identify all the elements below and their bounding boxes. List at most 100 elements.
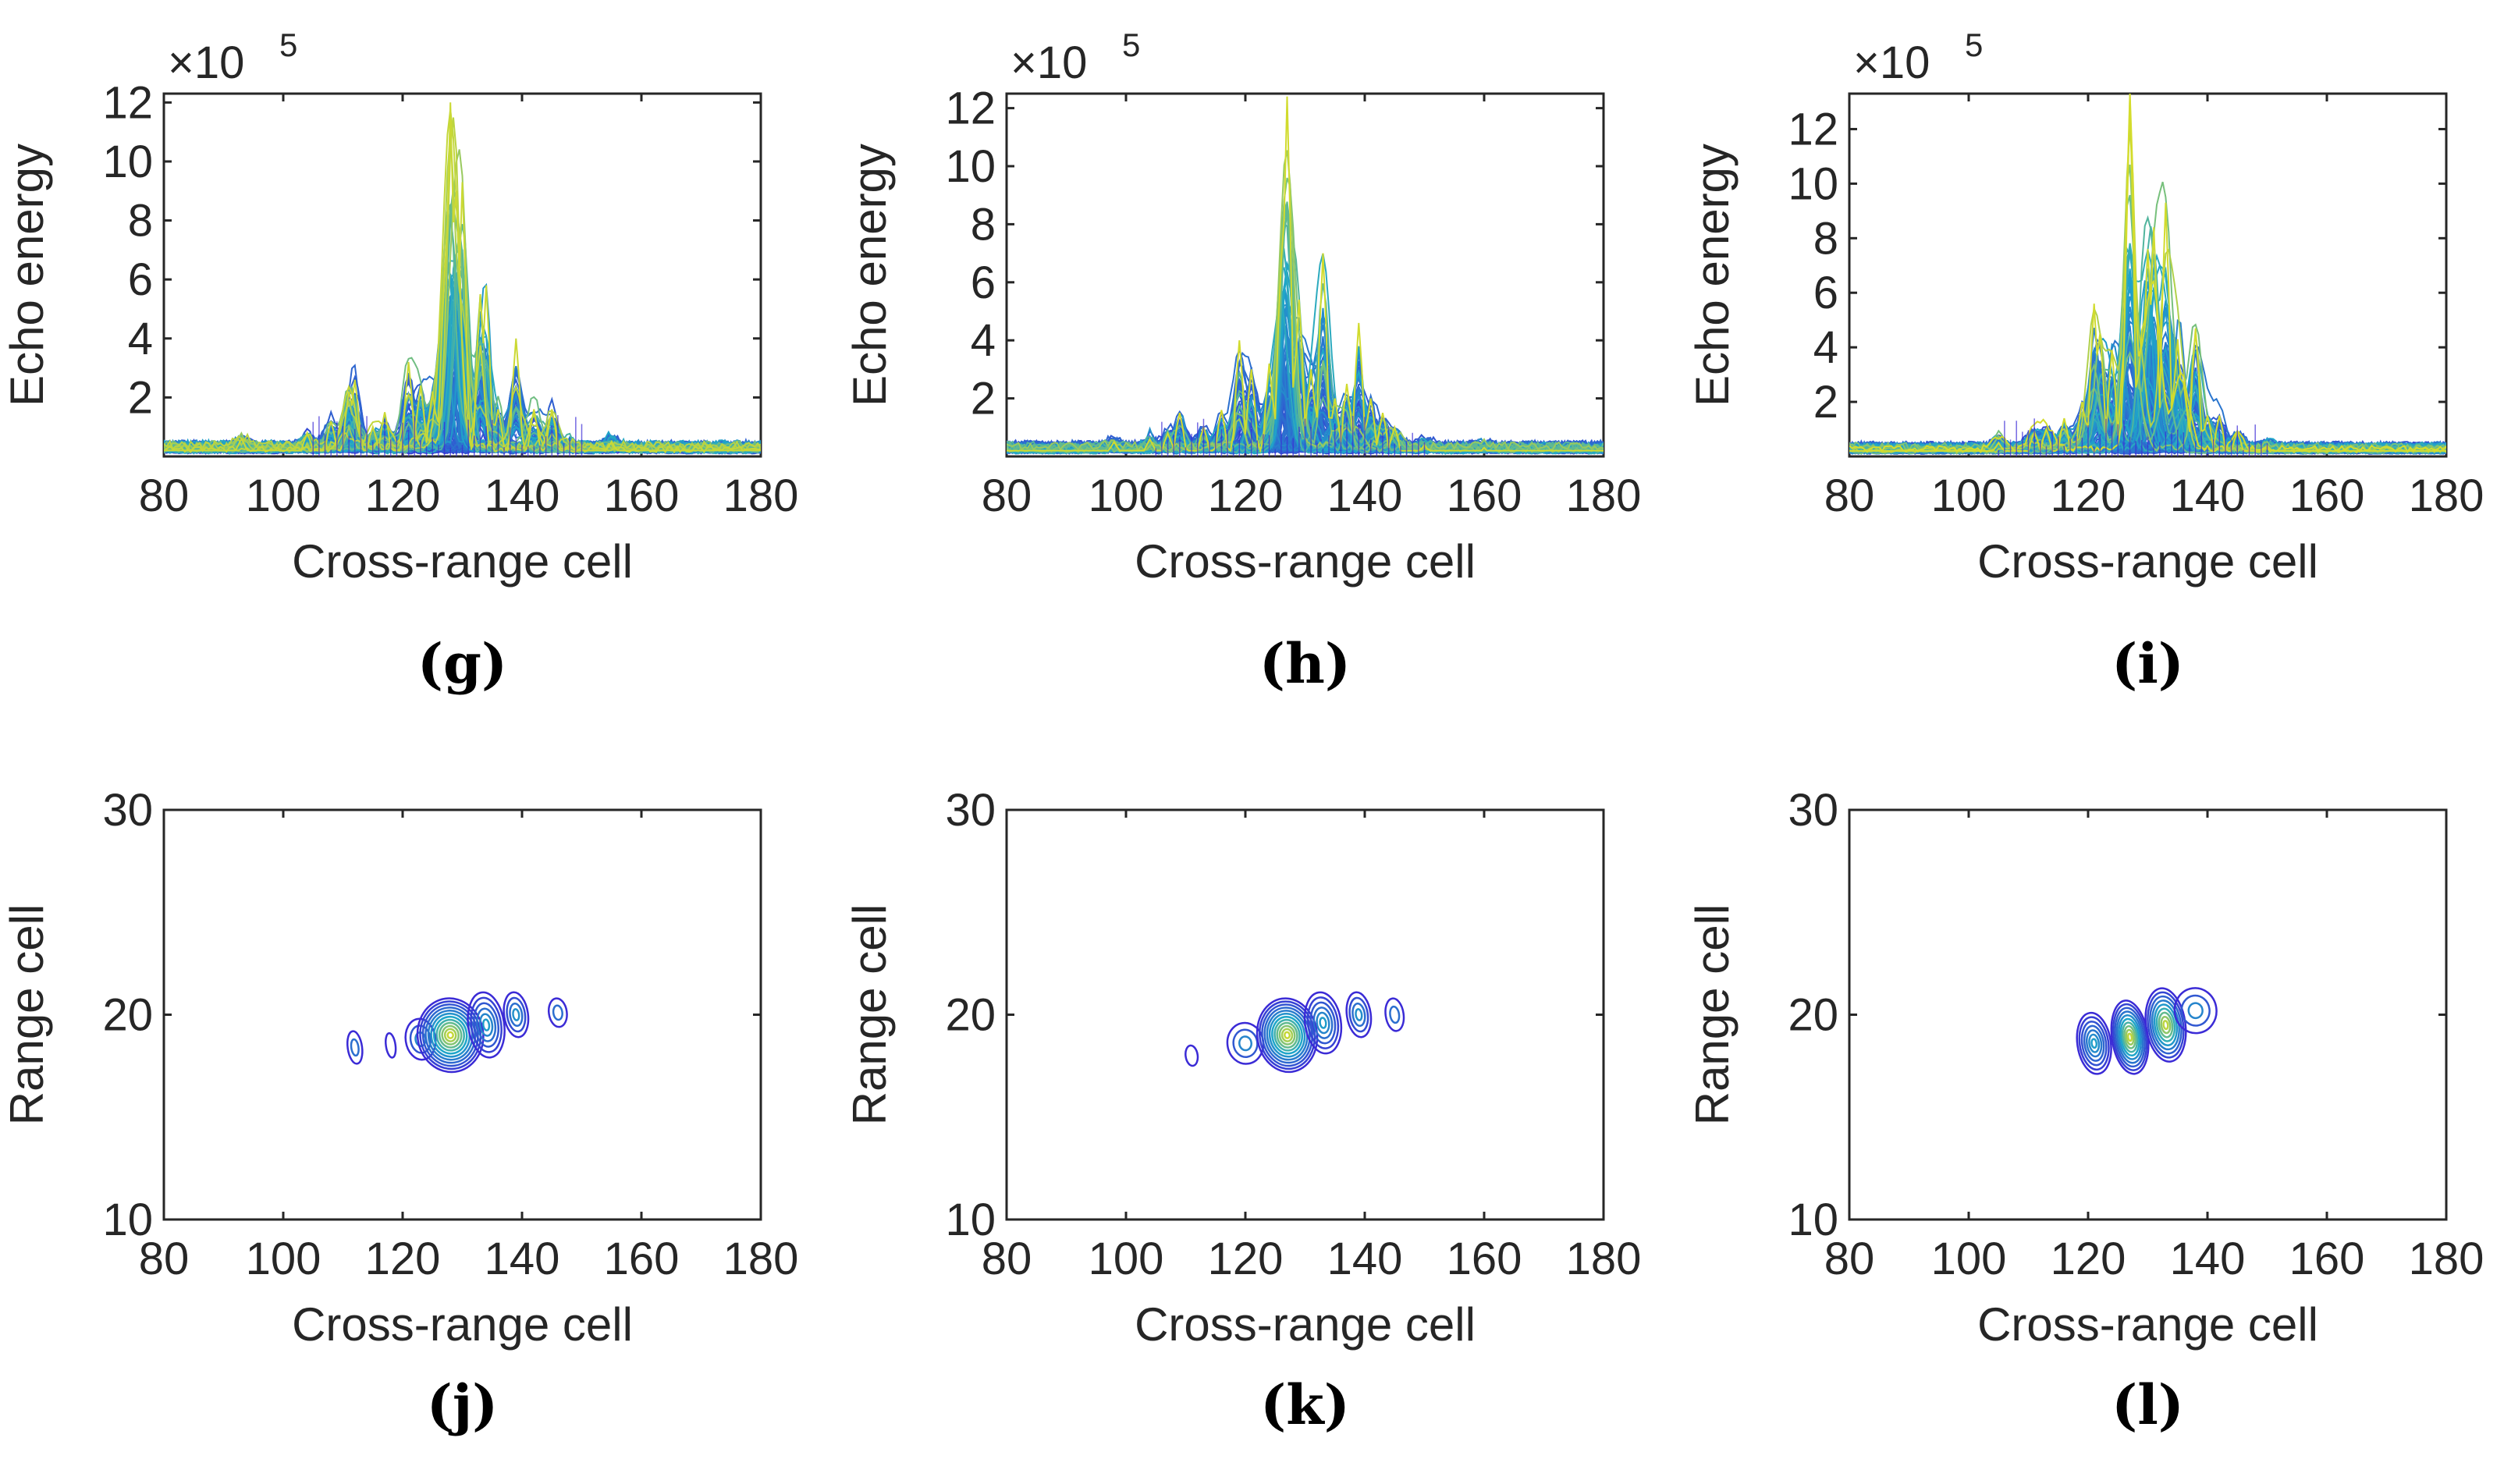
contour-line (1261, 1003, 1313, 1067)
contour-line (1238, 1035, 1252, 1052)
y-tick-label: 12 (945, 83, 996, 134)
contour-group (2076, 987, 2218, 1075)
energy-profile-line (1849, 94, 2446, 453)
panel-label: (j) (427, 1372, 499, 1437)
x-tick-label: 80 (982, 1234, 1032, 1284)
contour-line (1259, 1000, 1316, 1070)
y-tick-label: 10 (102, 137, 153, 187)
contour-line (1278, 1024, 1296, 1046)
exponent-label: ×10 (1010, 37, 1087, 88)
contour-line (552, 1004, 563, 1021)
y-tick-label: 10 (1788, 158, 1838, 209)
y-tick-label: 2 (971, 374, 996, 424)
contour-line (2162, 1020, 2169, 1031)
contour-line (1309, 1001, 1337, 1045)
contour-line (441, 1024, 460, 1046)
contour-line (1345, 991, 1373, 1038)
exponent-power: 5 (1122, 27, 1140, 63)
contour-line (2118, 1014, 2143, 1060)
contour-line (470, 996, 503, 1053)
contour-line (478, 1013, 494, 1037)
contour-line (1389, 1005, 1401, 1024)
y-tick-label: 8 (971, 199, 996, 250)
contour-line (2112, 1003, 2148, 1071)
contour-line (1284, 1031, 1291, 1039)
contour-line (2160, 1015, 2172, 1035)
contour-line (1384, 997, 1405, 1032)
x-tick-label: 120 (2051, 470, 2126, 521)
contour-line (2158, 1011, 2174, 1038)
x-axis-label: Cross-range cell (1135, 1298, 1476, 1351)
contour-line (2123, 1025, 2136, 1049)
energy-series-group (1007, 96, 1604, 456)
x-tick-label: 100 (1089, 470, 1164, 521)
x-tick-label: 100 (1089, 1234, 1164, 1284)
energy-profile-line (164, 253, 761, 455)
y-tick-label: 10 (945, 141, 996, 192)
x-tick-label: 120 (365, 470, 441, 521)
x-tick-label: 180 (723, 1234, 799, 1284)
contour-line (506, 996, 527, 1033)
x-axis-label: Cross-range cell (1977, 535, 2318, 588)
x-axis-label: Cross-range cell (1977, 1298, 2318, 1351)
contour-line (512, 1008, 520, 1021)
panel-label: (l) (2112, 1372, 2184, 1437)
contour-line (1312, 1006, 1334, 1039)
y-axis-label: Range cell (844, 904, 896, 1126)
x-tick-label: 180 (1566, 1234, 1642, 1284)
contour-line (1348, 996, 1369, 1033)
contour-line (2126, 1032, 2133, 1042)
x-tick-label: 140 (485, 470, 560, 521)
contour-line (2076, 1011, 2112, 1075)
y-tick-label: 20 (945, 990, 996, 1041)
contour-group (346, 991, 568, 1074)
panel-l: 80 100 120 140 160 180 10 20 30 Cross-range cell R… (1686, 785, 2484, 1437)
x-tick-label: 180 (2409, 1234, 2484, 1284)
contour-line (2147, 991, 2185, 1059)
exponent-power: 5 (1965, 27, 1983, 63)
x-axis-label: Cross-range cell (292, 535, 633, 588)
y-tick-label: 6 (971, 257, 996, 308)
contour-line (435, 1018, 465, 1052)
contour-line (2119, 1017, 2140, 1057)
contour-line (2090, 1038, 2098, 1049)
x-tick-label: 100 (246, 470, 321, 521)
contour-line (1306, 996, 1340, 1049)
energy-series-group (164, 102, 761, 456)
y-axis-label: Range cell (1686, 904, 1739, 1126)
contour-line (481, 1018, 491, 1031)
x-tick-label: 140 (1327, 470, 1403, 521)
y-tick-label: 8 (128, 196, 153, 247)
contour-line (346, 1030, 364, 1065)
x-tick-label: 160 (1447, 470, 1522, 521)
energy-profile-line (1849, 127, 2446, 454)
contour-line (2125, 1028, 2135, 1046)
x-tick-label: 80 (1824, 1234, 1875, 1284)
x-tick-label: 160 (1447, 1234, 1522, 1284)
y-tick-label: 4 (128, 314, 153, 364)
y-tick-label: 10 (102, 1195, 153, 1245)
contour-line (2083, 1024, 2105, 1062)
panel-h: 80 100 120 140 160 180 2 4 6 8 10 12 Cross-range cel… (844, 27, 1641, 696)
y-tick-label: 30 (102, 785, 153, 836)
y-tick-label: 30 (1788, 785, 1838, 836)
contour-line (1303, 991, 1343, 1055)
y-tick-label: 20 (102, 990, 153, 1041)
panel-j: 80 100 120 140 160 180 10 20 30 Cross-range cell R… (1, 785, 798, 1437)
energy-series-group (1849, 94, 2446, 456)
panel-label: (h) (1259, 631, 1351, 696)
x-tick-label: 80 (139, 1234, 190, 1284)
x-tick-label: 160 (2289, 470, 2365, 521)
contour-line (2080, 1021, 2108, 1067)
x-tick-label: 100 (1931, 470, 2007, 521)
contour-line (1351, 1002, 1366, 1028)
panel-label: (k) (1260, 1372, 1350, 1437)
y-tick-label: 12 (102, 77, 153, 128)
contour-line (509, 1002, 524, 1028)
contour-line (404, 1017, 437, 1061)
y-axis-label: Range cell (1, 904, 53, 1126)
panel-label: (i) (2112, 631, 2184, 696)
x-tick-label: 160 (604, 1234, 680, 1284)
